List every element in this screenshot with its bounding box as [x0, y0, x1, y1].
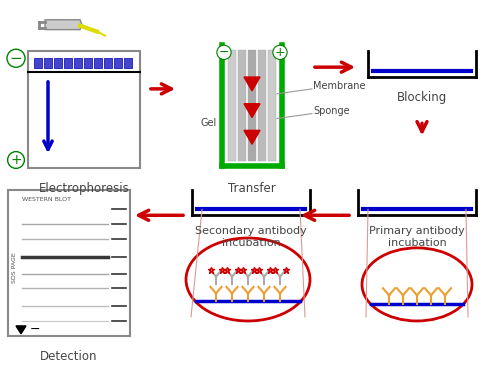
- Polygon shape: [45, 20, 82, 30]
- Bar: [114, 58, 122, 68]
- Bar: [64, 58, 72, 68]
- Polygon shape: [244, 104, 260, 118]
- Text: Detection: Detection: [40, 350, 98, 362]
- Bar: [54, 58, 62, 68]
- Text: Transfer: Transfer: [228, 182, 276, 195]
- Text: Electrophoresis: Electrophoresis: [38, 182, 130, 195]
- Bar: [124, 58, 132, 68]
- Bar: [228, 50, 236, 161]
- Text: Sponge: Sponge: [313, 105, 350, 116]
- Polygon shape: [16, 326, 26, 334]
- Bar: [34, 58, 42, 68]
- Text: Primary antibody
incubation: Primary antibody incubation: [369, 226, 465, 248]
- Polygon shape: [244, 130, 260, 144]
- Bar: [104, 58, 112, 68]
- Text: −: −: [30, 323, 40, 337]
- Text: WESTERN BLOT: WESTERN BLOT: [22, 196, 71, 201]
- Text: Blocking: Blocking: [397, 91, 447, 104]
- Polygon shape: [244, 77, 260, 91]
- Text: −: −: [10, 51, 22, 66]
- Bar: [74, 58, 82, 68]
- Ellipse shape: [186, 238, 310, 321]
- Text: Secondary antibody
incubation: Secondary antibody incubation: [195, 226, 307, 248]
- Text: −: −: [219, 46, 229, 59]
- Bar: [248, 50, 256, 161]
- Bar: [28, 51, 140, 168]
- Text: +: +: [274, 46, 285, 59]
- Text: +: +: [10, 153, 22, 167]
- Text: Membrane: Membrane: [313, 81, 366, 91]
- Text: SDS PAGE: SDS PAGE: [12, 252, 16, 283]
- Bar: [258, 50, 266, 161]
- Text: Gel: Gel: [201, 119, 217, 128]
- Bar: [94, 58, 102, 68]
- Bar: [238, 50, 246, 161]
- Bar: [268, 50, 276, 161]
- Bar: [84, 58, 92, 68]
- Bar: [8, 189, 130, 336]
- Bar: [44, 58, 52, 68]
- Ellipse shape: [362, 248, 472, 321]
